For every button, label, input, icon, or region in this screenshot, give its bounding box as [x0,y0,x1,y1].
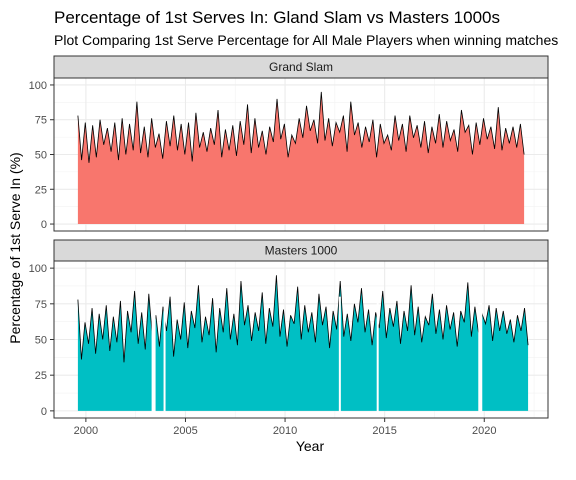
facet-panel-0: Grand Slam 0 25 50 75 100 [29,55,549,232]
data-gap [151,296,156,412]
x-tick-label: 2005 [173,425,197,437]
area-fill [77,275,529,411]
x-tick-label: 2010 [273,425,297,437]
data-gap [478,296,483,412]
data-gap [163,296,166,412]
panel-border [53,77,549,232]
y-tick-label: 0 [41,406,47,418]
y-tick-label: 25 [35,370,47,382]
y-tick-label: 50 [35,335,47,347]
series-line [77,91,525,163]
y-tick-label: 100 [29,80,47,92]
y-tick-label: 75 [35,299,47,311]
x-axis-title: Year [296,438,325,454]
data-gap [376,296,379,412]
x-tick-label: 2020 [472,425,496,437]
facet-panels: Grand Slam 0 25 50 75 100 Masters 1000 0 25 50 75 1… [29,55,549,419]
facet-strip-label: Masters 1000 [265,244,338,258]
x-tick-label: 2000 [74,425,98,437]
y-axis-title: Percentage of 1st Serve In (%) [7,152,23,343]
y-tick-label: 75 [35,115,47,127]
chart-title: Percentage of 1st Serves In: Gland Slam … [54,8,500,27]
chart-subtitle: Plot Comparing 1st Serve Percentage for … [54,32,558,48]
data-gap [338,296,341,412]
facet-panel-1: Masters 1000 0 25 50 75 100 [29,239,549,419]
y-tick-label: 0 [41,219,47,231]
y-tick-label: 50 [35,150,47,162]
area-fill [77,91,525,225]
x-tick-label: 2015 [372,425,396,437]
panel-border [53,260,549,419]
y-tick-label: 25 [35,184,47,196]
x-axis: 2000 2005 2010 2015 2020 [74,418,497,437]
y-tick-label: 100 [29,263,47,275]
facet-strip-label: Grand Slam [269,60,333,74]
